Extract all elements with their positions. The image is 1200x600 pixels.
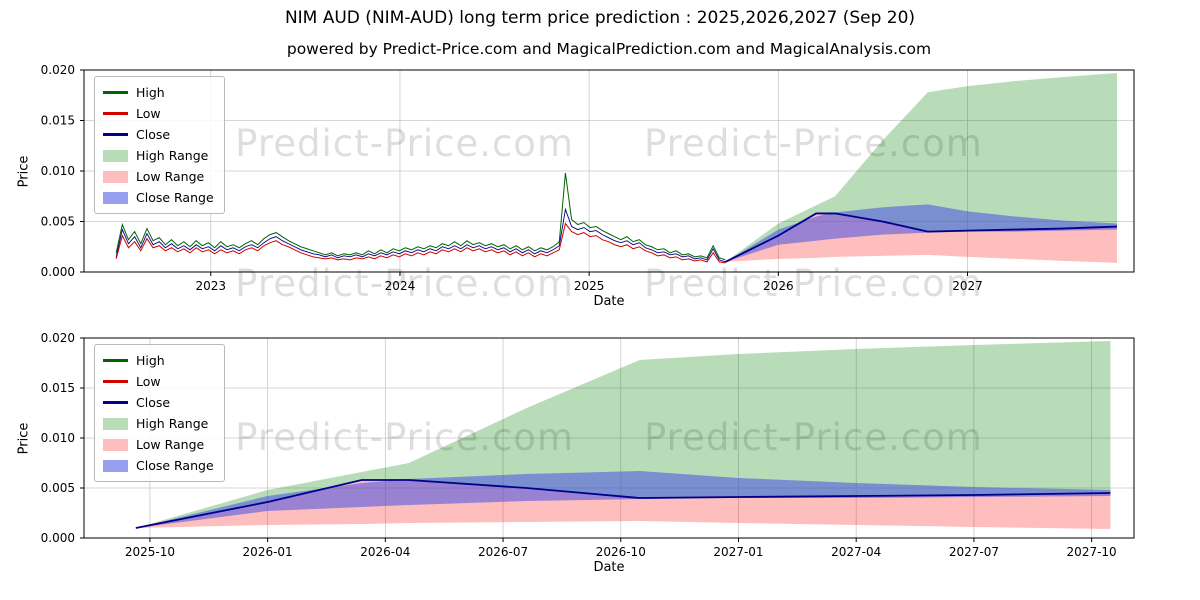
legend-swatch-icon bbox=[103, 191, 128, 204]
legend-label: Low Range bbox=[136, 169, 205, 184]
svg-text:0.015: 0.015 bbox=[41, 114, 75, 128]
legend-item-low: Low bbox=[103, 371, 214, 392]
y-axis-label-wrap: Price bbox=[12, 338, 36, 538]
powered-by-subtitle: powered by Predict-Price.com and Magical… bbox=[286, 40, 932, 58]
top-chart: 2023 2024 2025 2026 2027 0.000 0.005 0.010 0.015… bbox=[17, 63, 1135, 309]
svg-text:2027: 2027 bbox=[952, 279, 983, 293]
legend: High Low Close High Range Low Range Close Ran… bbox=[94, 344, 225, 482]
svg-text:2027-01: 2027-01 bbox=[713, 545, 763, 559]
svg-text:2025: 2025 bbox=[574, 279, 605, 293]
legend-swatch-icon bbox=[103, 417, 128, 430]
x-axis-label: Date bbox=[593, 294, 625, 309]
svg-text:2027-10: 2027-10 bbox=[1067, 545, 1117, 559]
svg-text:0.010: 0.010 bbox=[41, 164, 75, 178]
legend-label: Close bbox=[136, 395, 171, 410]
svg-text:0.020: 0.020 bbox=[41, 63, 75, 77]
svg-text:2024: 2024 bbox=[385, 279, 416, 293]
bottom-chart-plot: 2025-10 2026-01 2026-04 2026-07 2026-10 2027-… bbox=[41, 331, 1135, 559]
svg-text:0.000: 0.000 bbox=[41, 531, 75, 545]
legend-label: High Range bbox=[136, 416, 209, 431]
legend-swatch-icon bbox=[103, 380, 128, 383]
legend-item-high-range: High Range bbox=[103, 145, 214, 166]
svg-text:2026: 2026 bbox=[763, 279, 794, 293]
svg-text:2027-07: 2027-07 bbox=[949, 545, 999, 559]
page-title: NIM AUD (NIM-AUD) long term price predic… bbox=[284, 8, 916, 28]
legend-label: Close Range bbox=[136, 190, 214, 205]
svg-text:2025-10: 2025-10 bbox=[125, 545, 175, 559]
legend-item-high: High bbox=[103, 350, 214, 371]
svg-text:0.000: 0.000 bbox=[41, 265, 75, 279]
svg-text:0.020: 0.020 bbox=[41, 331, 75, 345]
legend-item-close: Close bbox=[103, 124, 214, 145]
legend-item-close-range: Close Range bbox=[103, 187, 214, 208]
legend-swatch-icon bbox=[103, 112, 128, 115]
legend-label: High bbox=[136, 353, 165, 368]
legend-item-low-range: Low Range bbox=[103, 166, 214, 187]
legend-swatch-icon bbox=[103, 170, 128, 183]
svg-text:0.010: 0.010 bbox=[41, 431, 75, 445]
legend-swatch-icon bbox=[103, 459, 128, 472]
legend-swatch-icon bbox=[103, 438, 128, 451]
legend-label: High Range bbox=[136, 148, 209, 163]
svg-text:2027-04: 2027-04 bbox=[831, 545, 881, 559]
legend-swatch-icon bbox=[103, 149, 128, 162]
legend-item-high-range: High Range bbox=[103, 413, 214, 434]
svg-text:2026-01: 2026-01 bbox=[243, 545, 293, 559]
legend-swatch-icon bbox=[103, 401, 128, 404]
svg-text:0.015: 0.015 bbox=[41, 381, 75, 395]
top-chart-plot: 2023 2024 2025 2026 2027 0.000 0.005 0.010 0.015… bbox=[41, 63, 1135, 293]
legend-label: Close Range bbox=[136, 458, 214, 473]
legend-label: Low bbox=[136, 106, 161, 121]
svg-text:2026-04: 2026-04 bbox=[360, 545, 410, 559]
legend-item-close: Close bbox=[103, 392, 214, 413]
bottom-chart: 2025-10 2026-01 2026-04 2026-07 2026-10 2027-… bbox=[17, 331, 1135, 575]
legend-swatch-icon bbox=[103, 359, 128, 362]
svg-text:0.005: 0.005 bbox=[41, 215, 75, 229]
legend-item-low-range: Low Range bbox=[103, 434, 214, 455]
legend-label: Close bbox=[136, 127, 171, 142]
svg-text:2023: 2023 bbox=[195, 279, 226, 293]
y-axis-label: Price bbox=[16, 155, 32, 187]
legend-item-low: Low bbox=[103, 103, 214, 124]
legend-swatch-icon bbox=[103, 91, 128, 94]
svg-text:2026-07: 2026-07 bbox=[478, 545, 528, 559]
legend-item-close-range: Close Range bbox=[103, 455, 214, 476]
legend-swatch-icon bbox=[103, 133, 128, 136]
y-axis-label-wrap: Price bbox=[12, 70, 36, 272]
svg-text:2026-10: 2026-10 bbox=[596, 545, 646, 559]
legend-label: Low bbox=[136, 374, 161, 389]
y-axis-label: Price bbox=[16, 422, 32, 454]
legend-label: Low Range bbox=[136, 437, 205, 452]
legend-item-high: High bbox=[103, 82, 214, 103]
legend: High Low Close High Range Low Range Close Ran… bbox=[94, 76, 225, 214]
x-axis-label: Date bbox=[593, 560, 625, 575]
svg-text:0.005: 0.005 bbox=[41, 481, 75, 495]
legend-label: High bbox=[136, 85, 165, 100]
